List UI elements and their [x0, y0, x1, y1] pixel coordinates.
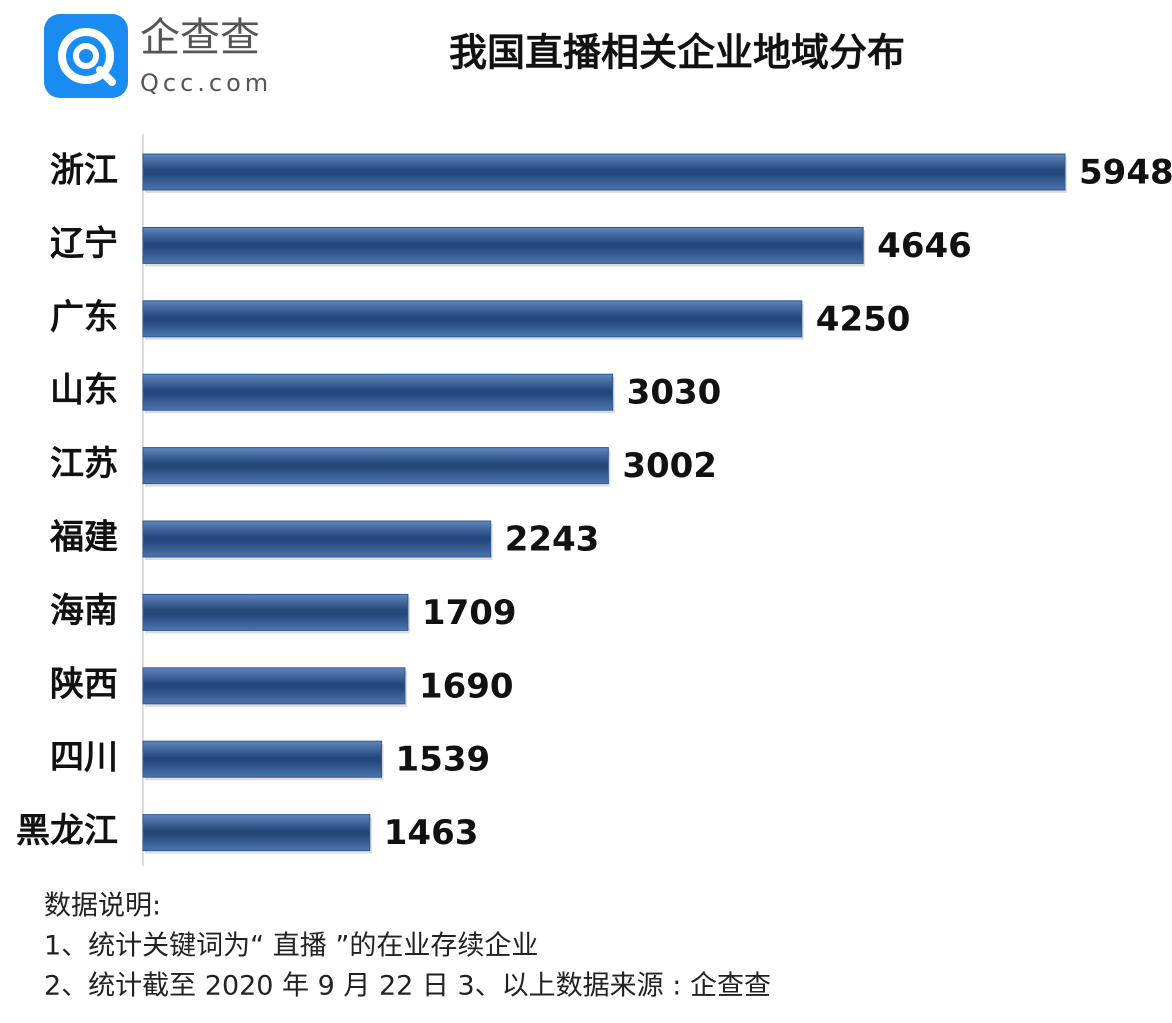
chart-title: 我国直播相关企业地域分布	[449, 31, 905, 75]
category-label: 江苏	[50, 444, 118, 484]
data-label: 4250	[816, 299, 911, 339]
data-label: 5948	[1079, 153, 1172, 193]
data-label: 3002	[622, 446, 717, 486]
logo-url: Qcc.com	[140, 69, 272, 97]
category-label: 黑龙江	[16, 811, 118, 851]
category-label: 山东	[50, 371, 118, 411]
category-label: 浙江	[50, 151, 118, 191]
logo-name: 企查查	[140, 15, 260, 61]
note: 2、统计截至 2020 年 9 月 22 日 3、以上数据来源 : 企查查	[44, 971, 771, 1002]
data-label: 3030	[627, 373, 722, 413]
logo-ring-inner	[73, 43, 99, 69]
category-label: 辽宁	[50, 224, 118, 264]
bar	[142, 226, 864, 264]
data-label: 1690	[419, 666, 514, 706]
bar	[142, 300, 803, 338]
logo-ring	[58, 28, 114, 84]
category-label: 海南	[50, 591, 118, 631]
logo-tail	[96, 66, 116, 86]
category-label: 广东	[50, 297, 118, 337]
bar	[142, 740, 383, 778]
data-label: 1463	[384, 813, 479, 853]
category-label: 陕西	[50, 664, 118, 704]
category-label: 福建	[49, 518, 118, 558]
bar	[142, 153, 1066, 191]
logo: 企查查 Qcc.com	[44, 14, 272, 98]
logo-icon	[44, 14, 128, 98]
bar	[142, 447, 609, 485]
note: 1、统计关键词为“ 直播 ”的在业存续企业	[44, 931, 538, 962]
note: 数据说明:	[44, 891, 161, 922]
bar	[142, 667, 406, 705]
bar	[142, 520, 492, 558]
data-label: 1539	[396, 740, 491, 780]
bar	[142, 814, 371, 852]
data-label: 4646	[877, 226, 972, 266]
category-label: 四川	[50, 738, 118, 778]
bar	[142, 373, 614, 411]
data-label: 1709	[422, 593, 517, 633]
bar	[142, 593, 409, 631]
data-label: 2243	[505, 520, 600, 560]
